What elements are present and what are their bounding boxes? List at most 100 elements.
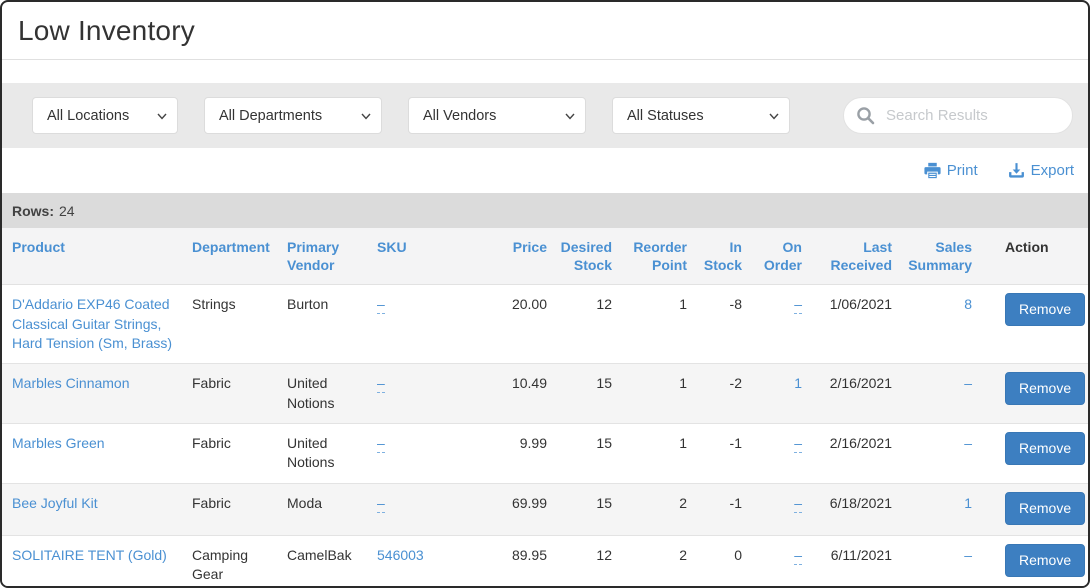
- rows-label: Rows:: [12, 202, 54, 219]
- filter-band: All Locations All Departments All Vendor…: [2, 83, 1088, 148]
- on_order-dash[interactable]: –: [794, 494, 802, 513]
- on_order-dash[interactable]: –: [794, 434, 802, 453]
- rows-count-bar: Rows: 24: [2, 193, 1088, 228]
- cell-sku: –: [372, 363, 452, 424]
- cell-in_stock: -1: [692, 423, 747, 484]
- sales_summary-dash: –: [964, 546, 972, 563]
- cell-on_order: –: [747, 483, 807, 536]
- cell-action: Remove: [977, 535, 1088, 586]
- cell-price: 69.99: [452, 483, 552, 536]
- sales_summary-link[interactable]: 8: [964, 296, 972, 313]
- cell-sku: –: [372, 284, 452, 365]
- product-link[interactable]: D'Addario EXP46 Coated Classical Guitar …: [12, 296, 173, 351]
- cell-product: Bee Joyful Kit: [2, 483, 187, 536]
- sku-dash[interactable]: –: [377, 375, 385, 394]
- cell-reorder_point: 1: [617, 363, 692, 424]
- cell-on_order: –: [747, 284, 807, 365]
- departments-filter[interactable]: All Departments: [204, 97, 382, 134]
- download-icon: [1008, 163, 1024, 178]
- cell-vendor: Burton: [282, 284, 372, 365]
- title-divider-gap: [2, 60, 1088, 83]
- col-header-price[interactable]: Price: [452, 228, 552, 286]
- col-header-in_stock[interactable]: In Stock: [692, 228, 747, 286]
- sku-link[interactable]: 546003: [377, 546, 424, 563]
- sku-dash[interactable]: –: [377, 494, 385, 513]
- locations-filter[interactable]: All Locations: [32, 97, 178, 134]
- cell-on_order: –: [747, 535, 807, 586]
- cell-sales_summary: –: [897, 535, 977, 586]
- col-header-sku[interactable]: SKU: [372, 228, 452, 286]
- table-row: Marbles Cinnamon Fabric United Notions –10.…: [2, 363, 1088, 424]
- cell-vendor: CamelBak: [282, 535, 372, 586]
- locations-select[interactable]: All Locations: [32, 97, 178, 134]
- col-header-reorder_point[interactable]: Reorder Point: [617, 228, 692, 286]
- remove-button[interactable]: Remove: [1005, 543, 1086, 577]
- vendors-filter[interactable]: All Vendors: [408, 97, 586, 134]
- print-label: Print: [946, 162, 978, 179]
- cell-department: Camping Gear: [187, 535, 282, 586]
- rows-count: 24: [59, 202, 75, 219]
- remove-button[interactable]: Remove: [1005, 431, 1086, 465]
- cell-action: Remove: [977, 423, 1088, 484]
- search-input[interactable]: [843, 97, 1073, 134]
- cell-last_received: 2/16/2021: [807, 363, 897, 424]
- cell-desired_stock: 12: [552, 535, 617, 586]
- cell-reorder_point: 1: [617, 284, 692, 365]
- cell-on_order: –: [747, 423, 807, 484]
- col-header-on_order[interactable]: On Order: [747, 228, 807, 286]
- on_order-dash[interactable]: –: [794, 546, 802, 565]
- cell-in_stock: -8: [692, 284, 747, 365]
- cell-sku: –: [372, 483, 452, 536]
- cell-department: Fabric: [187, 363, 282, 424]
- table-row: SOLITAIRE TENT (Gold) Camping Gear CamelBa…: [2, 535, 1088, 586]
- sales_summary-dash: –: [964, 434, 972, 451]
- statuses-filter[interactable]: All Statuses: [612, 97, 790, 134]
- col-header-last_received[interactable]: Last Received: [807, 228, 897, 286]
- product-link[interactable]: Marbles Green: [12, 434, 105, 451]
- export-button[interactable]: Export: [1008, 162, 1074, 179]
- col-header-sales_summary[interactable]: Sales Summary: [897, 228, 977, 286]
- cell-in_stock: -1: [692, 483, 747, 536]
- cell-in_stock: 0: [692, 535, 747, 586]
- cell-price: 20.00: [452, 284, 552, 365]
- cell-last_received: 6/11/2021: [807, 535, 897, 586]
- col-header-desired_stock[interactable]: Desired Stock: [552, 228, 617, 286]
- sales_summary-link[interactable]: 1: [964, 494, 972, 511]
- statuses-select[interactable]: All Statuses: [612, 97, 790, 134]
- page-title: Low Inventory: [18, 15, 195, 46]
- product-link[interactable]: Bee Joyful Kit: [12, 494, 98, 511]
- cell-sales_summary: –: [897, 363, 977, 424]
- title-bar: Low Inventory: [2, 2, 1088, 60]
- cell-last_received: 6/18/2021: [807, 483, 897, 536]
- print-button[interactable]: Print: [924, 162, 978, 179]
- cell-action: Remove: [977, 284, 1088, 365]
- col-header-action: Action: [977, 228, 1088, 286]
- vendors-select[interactable]: All Vendors: [408, 97, 586, 134]
- on_order-link[interactable]: 1: [794, 375, 802, 392]
- remove-button[interactable]: Remove: [1005, 491, 1086, 525]
- product-link[interactable]: Marbles Cinnamon: [12, 375, 130, 392]
- cell-last_received: 2/16/2021: [807, 423, 897, 484]
- cell-sales_summary: 1: [897, 483, 977, 536]
- product-link[interactable]: SOLITAIRE TENT (Gold): [12, 546, 167, 563]
- table-row: D'Addario EXP46 Coated Classical Guitar …: [2, 284, 1088, 365]
- cell-in_stock: -2: [692, 363, 747, 424]
- cell-desired_stock: 15: [552, 423, 617, 484]
- cell-last_received: 1/06/2021: [807, 284, 897, 365]
- remove-button[interactable]: Remove: [1005, 372, 1086, 406]
- departments-select[interactable]: All Departments: [204, 97, 382, 134]
- col-header-department[interactable]: Department: [187, 228, 282, 286]
- col-header-product[interactable]: Product: [2, 228, 187, 286]
- cell-price: 10.49: [452, 363, 552, 424]
- cell-price: 89.95: [452, 535, 552, 586]
- sku-dash[interactable]: –: [377, 296, 385, 315]
- low-inventory-table: Product Department Primary Vendor SKU Price D…: [2, 228, 1088, 586]
- on_order-dash[interactable]: –: [794, 296, 802, 315]
- table-header: Product Department Primary Vendor SKU Price D…: [2, 228, 1088, 286]
- remove-button[interactable]: Remove: [1005, 293, 1086, 327]
- col-header-vendor[interactable]: Primary Vendor: [282, 228, 372, 286]
- table-row: Bee Joyful Kit Fabric Moda –69.99 15 2 -1–6/18…: [2, 483, 1088, 536]
- toolbar: Print Export: [2, 148, 1088, 193]
- sku-dash[interactable]: –: [377, 434, 385, 453]
- cell-desired_stock: 15: [552, 363, 617, 424]
